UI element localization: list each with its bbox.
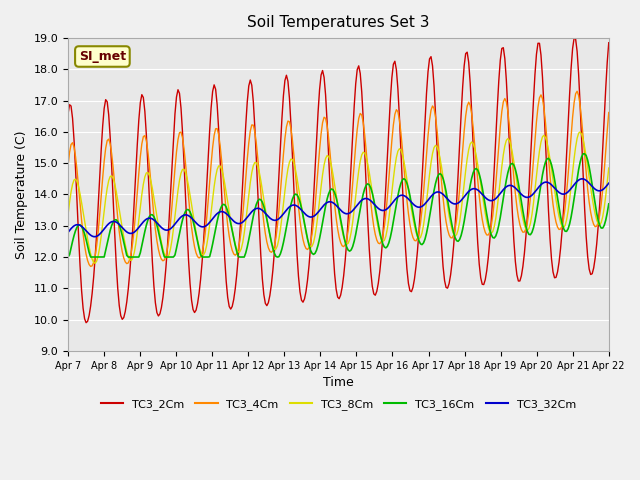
Legend: TC3_2Cm, TC3_4Cm, TC3_8Cm, TC3_16Cm, TC3_32Cm: TC3_2Cm, TC3_4Cm, TC3_8Cm, TC3_16Cm, TC3… xyxy=(97,394,580,414)
Y-axis label: Soil Temperature (C): Soil Temperature (C) xyxy=(15,130,28,259)
Line: TC3_2Cm: TC3_2Cm xyxy=(68,38,609,323)
TC3_4Cm xyxy=(245,140,253,146)
TC3_16Cm xyxy=(579,151,587,156)
TC3_16Cm xyxy=(605,201,612,207)
TC3_8Cm xyxy=(605,165,612,171)
TC3_32Cm xyxy=(92,234,99,240)
TC3_4Cm xyxy=(605,109,612,115)
TC3_8Cm xyxy=(576,129,584,135)
TC3_2Cm xyxy=(254,190,262,195)
TC3_32Cm xyxy=(605,180,612,186)
TC3_4Cm xyxy=(87,264,95,269)
TC3_16Cm xyxy=(301,220,308,226)
TC3_8Cm xyxy=(245,192,253,198)
TC3_4Cm xyxy=(302,246,310,252)
TC3_4Cm xyxy=(254,156,262,161)
TC3_8Cm xyxy=(578,132,586,137)
Line: TC3_4Cm: TC3_4Cm xyxy=(68,91,609,266)
TC3_8Cm xyxy=(254,163,262,169)
TC3_32Cm xyxy=(132,228,140,234)
TC3_2Cm xyxy=(64,111,72,117)
TC3_32Cm xyxy=(576,176,584,182)
TC3_4Cm xyxy=(578,117,586,123)
TC3_16Cm xyxy=(64,254,72,260)
TC3_2Cm xyxy=(605,40,612,46)
TC3_16Cm xyxy=(243,244,251,250)
Line: TC3_16Cm: TC3_16Cm xyxy=(68,154,609,257)
TC3_2Cm xyxy=(245,83,253,89)
TC3_32Cm xyxy=(64,229,72,235)
Text: SI_met: SI_met xyxy=(79,50,126,63)
Title: Soil Temperatures Set 3: Soil Temperatures Set 3 xyxy=(247,15,429,30)
TC3_2Cm xyxy=(578,137,586,143)
TC3_8Cm xyxy=(64,212,72,217)
TC3_16Cm xyxy=(225,214,233,219)
TC3_4Cm xyxy=(573,88,581,94)
TC3_2Cm xyxy=(83,320,90,325)
TC3_2Cm xyxy=(302,288,310,294)
TC3_16Cm xyxy=(575,167,582,172)
TC3_4Cm xyxy=(64,163,72,168)
TC3_32Cm xyxy=(254,205,262,211)
TC3_4Cm xyxy=(227,241,234,247)
TC3_8Cm xyxy=(302,230,310,236)
Line: TC3_32Cm: TC3_32Cm xyxy=(68,179,609,237)
TC3_32Cm xyxy=(245,213,253,218)
TC3_32Cm xyxy=(227,215,234,221)
TC3_16Cm xyxy=(252,202,260,207)
TC3_16Cm xyxy=(131,254,138,260)
TC3_2Cm xyxy=(227,306,234,312)
TC3_32Cm xyxy=(302,212,310,217)
TC3_4Cm xyxy=(132,208,140,214)
TC3_8Cm xyxy=(227,218,234,224)
TC3_2Cm xyxy=(132,169,140,175)
Line: TC3_8Cm: TC3_8Cm xyxy=(68,132,609,263)
X-axis label: Time: Time xyxy=(323,376,354,389)
TC3_2Cm xyxy=(570,35,578,41)
TC3_8Cm xyxy=(132,241,140,247)
TC3_8Cm xyxy=(92,260,99,266)
TC3_32Cm xyxy=(578,176,586,182)
